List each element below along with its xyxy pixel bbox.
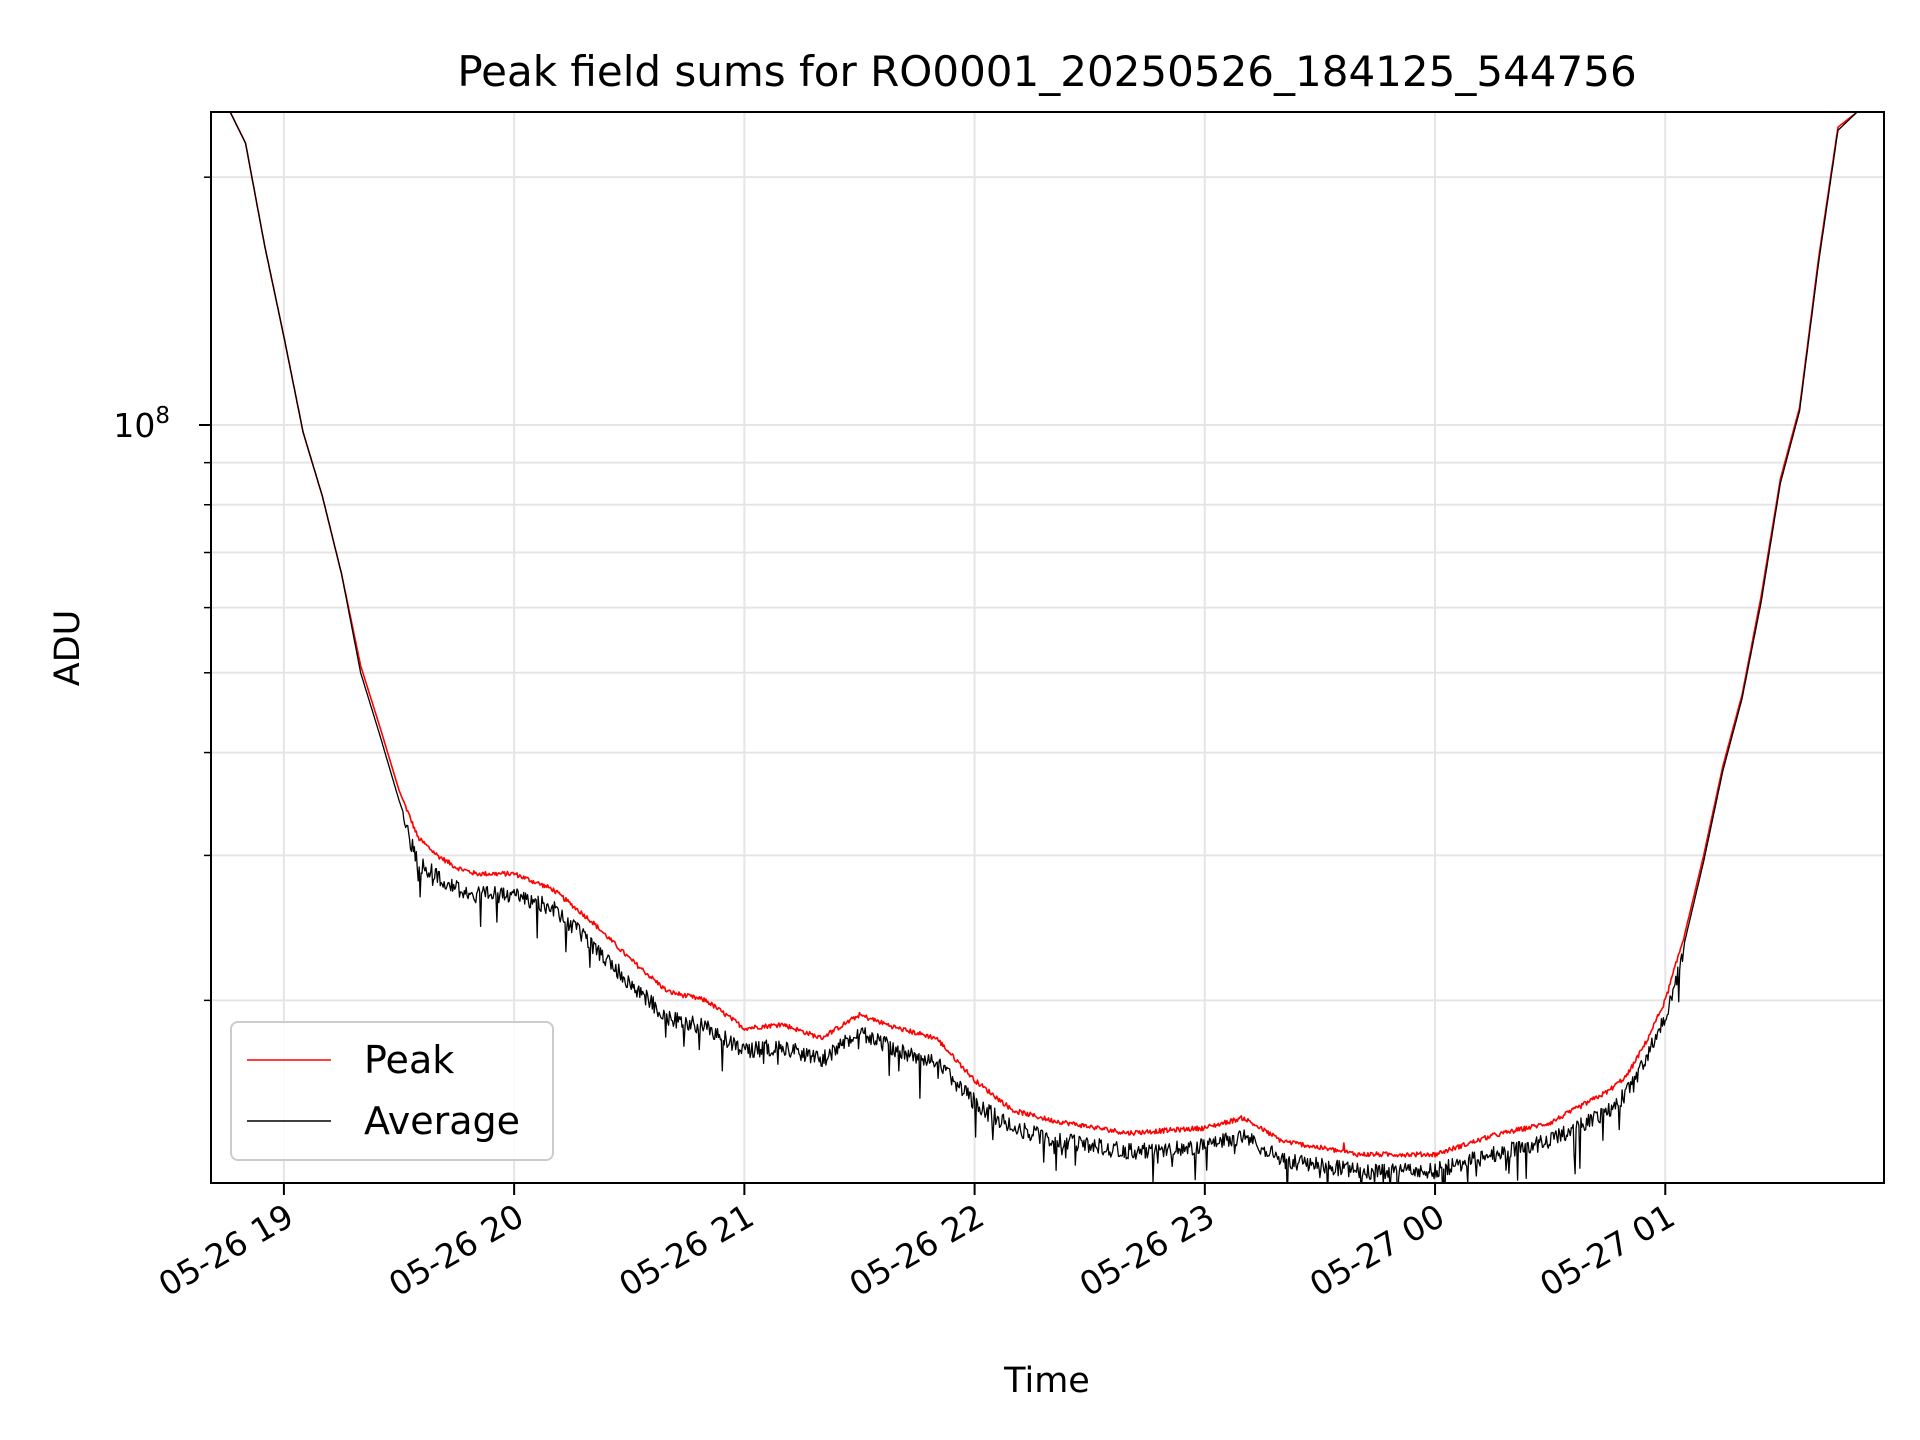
y-axis: 108 <box>113 176 211 1002</box>
series-layer <box>229 112 1858 1183</box>
legend-label-peak: Peak <box>364 1038 454 1082</box>
plot-frame <box>210 111 1885 1184</box>
legend-label-average: Average <box>364 1099 520 1143</box>
x-tick-label: 05-27 01 <box>1533 1196 1681 1304</box>
x-tick-label: 05-26 20 <box>382 1196 530 1304</box>
x-axis-label: Time <box>1003 1361 1090 1401</box>
series-line-peak <box>229 112 1858 1158</box>
x-tick-label: 05-26 22 <box>843 1196 991 1304</box>
legend: Peak Average <box>230 1021 554 1161</box>
y-axis-label: ADU <box>48 610 88 687</box>
y-tick-label: 108 <box>113 403 170 445</box>
chart-title: Peak field sums for RO0001_20250526_1841… <box>457 47 1636 96</box>
x-tick-label: 05-26 19 <box>152 1196 300 1304</box>
grid <box>211 112 1884 1183</box>
x-tick-label: 05-26 23 <box>1073 1196 1221 1304</box>
legend-box <box>230 1021 554 1161</box>
series-line-average <box>229 112 1858 1183</box>
x-tick-label: 05-26 21 <box>612 1196 760 1304</box>
x-axis: 05-26 19 05-26 20 05-26 21 05-26 22 05-26 23… <box>152 1183 1681 1304</box>
x-tick-label: 05-27 00 <box>1303 1196 1451 1304</box>
